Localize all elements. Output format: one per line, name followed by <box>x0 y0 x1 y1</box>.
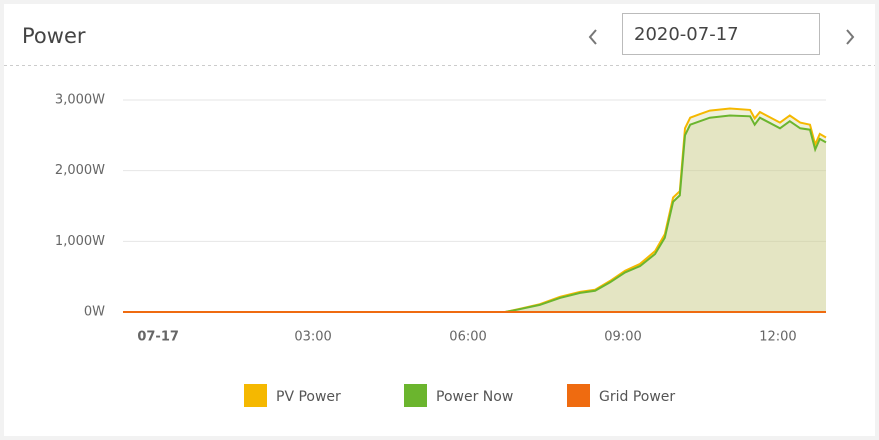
series-line <box>123 114 827 313</box>
y-tick-label: 3,000W <box>55 93 105 108</box>
series-line <box>123 107 827 313</box>
next-day[interactable] <box>846 29 855 45</box>
x-tick-label: 07-17 <box>137 330 179 345</box>
series-area <box>123 108 826 312</box>
chart: Power 2020-07-17 0W 1,000W 2,000W 3,000W 07-… <box>4 13 875 407</box>
legend-label: PV Power <box>276 389 341 405</box>
legend-label: Grid Power <box>599 389 675 405</box>
legend-swatch <box>567 384 590 407</box>
y-tick-label: 2,000W <box>55 163 105 178</box>
panel-title: Power <box>22 24 86 48</box>
x-tick-label: 06:00 <box>449 330 486 345</box>
series-area <box>123 115 826 312</box>
legend-swatch <box>244 384 267 407</box>
x-tick-label: 12:00 <box>759 330 796 345</box>
legend-swatch <box>404 384 427 407</box>
x-tick-label: 03:00 <box>294 330 331 345</box>
date-value[interactable]: 2020-07-17 <box>634 24 739 45</box>
prev-day[interactable] <box>588 29 597 45</box>
x-tick-label: 09:00 <box>604 330 641 345</box>
power-panel: Power 2020-07-17 0W 1,000W 2,000W 3,000W 07-… <box>4 4 875 436</box>
y-tick-label: 0W <box>84 305 105 320</box>
date-input[interactable] <box>622 13 820 55</box>
legend-label: Power Now <box>436 389 513 405</box>
y-tick-label: 1,000W <box>55 234 105 249</box>
